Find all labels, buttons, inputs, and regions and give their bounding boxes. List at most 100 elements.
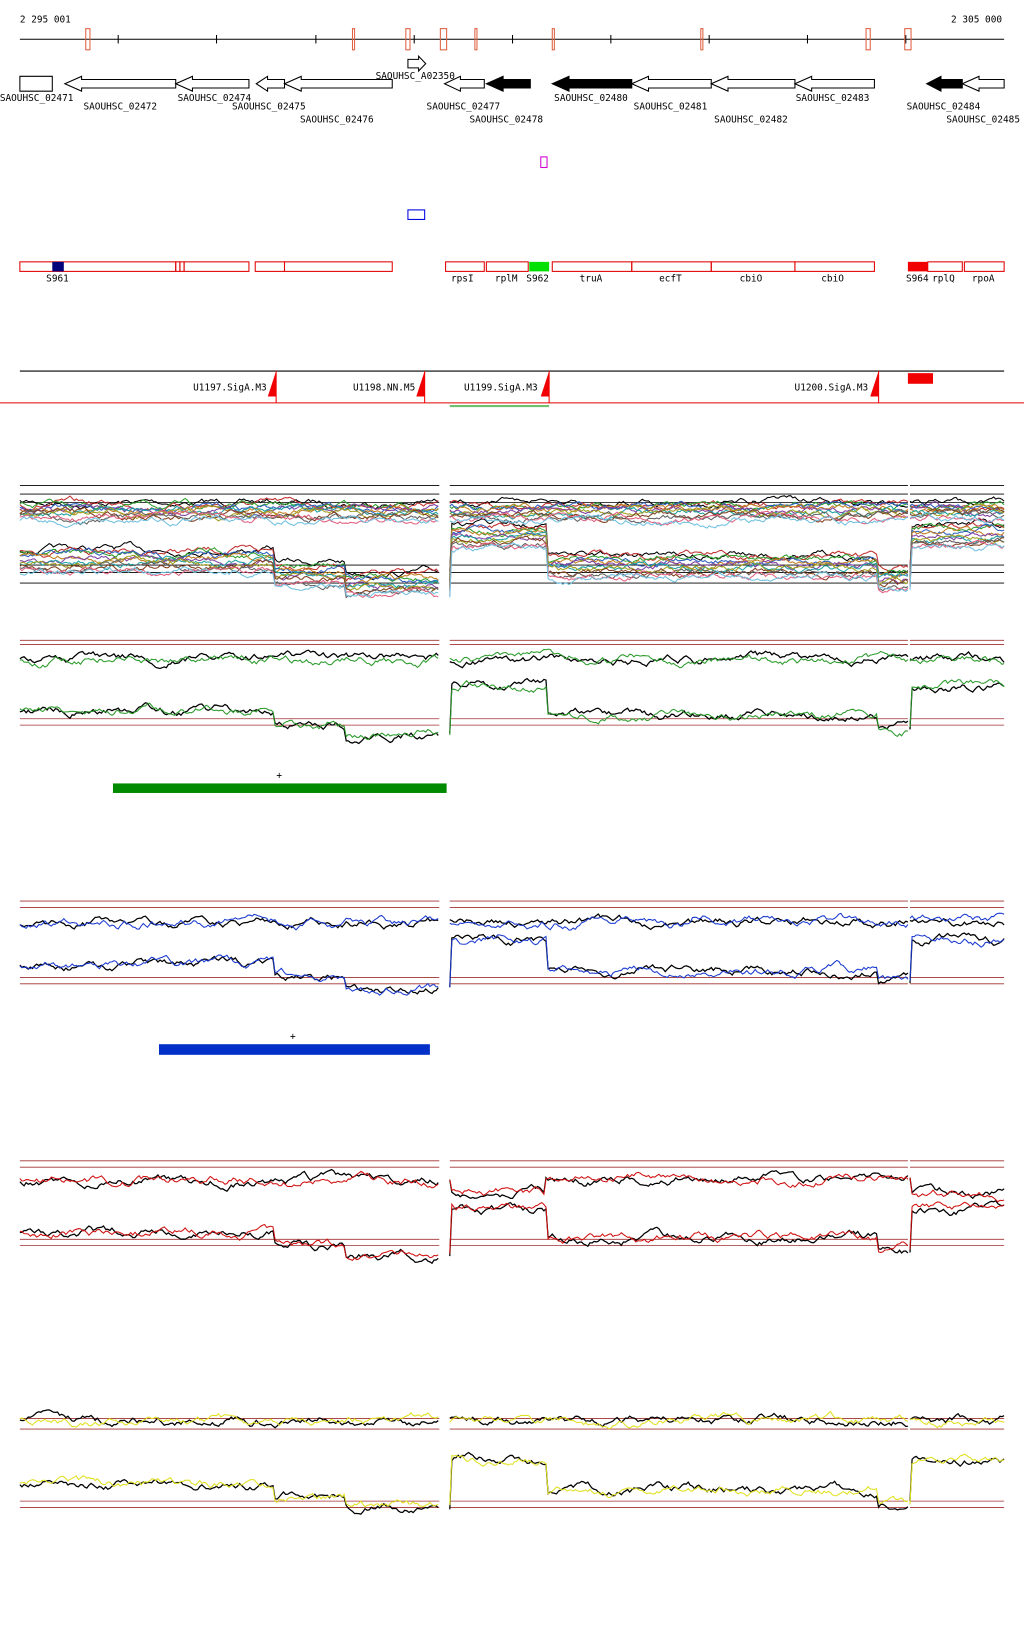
track-trace (909, 918, 1005, 928)
track-trace (19, 915, 439, 930)
track-trace (449, 530, 909, 586)
axis-start: 2 295 001 (20, 15, 71, 26)
axis-highlight (405, 28, 411, 51)
feature-label: rplQ (932, 273, 955, 284)
operon-label: U1198.NN.M5 (353, 382, 415, 393)
track-trace (909, 504, 1005, 514)
feature-box (485, 261, 529, 272)
gene-label: SAOUHSC_02483 (796, 93, 870, 104)
track-trace (449, 677, 909, 734)
track-trace (909, 537, 1005, 588)
feature-box (179, 261, 185, 272)
track-trace (19, 913, 439, 931)
track-trace (449, 1410, 909, 1430)
track-trace (449, 514, 909, 529)
operon-end (870, 371, 879, 397)
track-trace (449, 648, 909, 669)
feature-label: S962 (526, 273, 549, 284)
track-trace (19, 1479, 439, 1515)
feature-box (254, 261, 286, 272)
feature-box (551, 261, 633, 272)
operon-end (267, 371, 277, 397)
track-trace (19, 1409, 439, 1429)
gene-label: SAOUHSC_02471 (0, 93, 74, 104)
track-trace (909, 1455, 1005, 1502)
track-trace (19, 554, 439, 590)
region-marker: + (290, 1031, 296, 1042)
track-trace (909, 523, 1005, 573)
gene-label: SAOUHSC_02482 (714, 114, 788, 125)
feature-label: S964 (906, 273, 929, 284)
region-marker: + (276, 770, 282, 781)
track-trace (19, 552, 439, 588)
track-trace (19, 1412, 439, 1428)
track-trace (909, 537, 1005, 585)
track-trace (449, 650, 909, 669)
feature-box (183, 261, 250, 272)
feature-box (175, 261, 181, 272)
feature-box (283, 261, 393, 272)
gene-arrow (550, 75, 633, 92)
track-trace (909, 1453, 1005, 1505)
track-trace (909, 1416, 1005, 1429)
axis-highlight (474, 28, 478, 51)
axis-highlight (865, 28, 871, 51)
gene-arrow (485, 75, 531, 92)
track-trace (449, 1201, 909, 1257)
track-trace (449, 1412, 908, 1428)
feature-fill (52, 261, 64, 272)
track-trace (449, 542, 909, 598)
track-trace (19, 702, 439, 745)
gene-label: SAOUHSC_02476 (300, 114, 374, 125)
track-trace (909, 496, 1005, 506)
gene-label: SAOUHSC_02472 (83, 102, 157, 113)
track-trace (909, 1201, 1005, 1250)
track-trace (449, 680, 908, 738)
feature-fill (907, 261, 928, 272)
track-trace (19, 506, 439, 522)
track-trace (19, 555, 439, 589)
track-trace (19, 504, 439, 517)
track-trace (909, 521, 1005, 568)
feature-label: S961 (46, 273, 69, 284)
track-trace (19, 546, 439, 583)
axis-highlight (551, 28, 555, 51)
operon-end (540, 371, 550, 397)
gene-arrow (443, 75, 485, 92)
track-trace (449, 1169, 909, 1200)
gene-label: SAOUHSC_02475 (232, 102, 306, 113)
track-trace (449, 522, 909, 575)
gene-arrow (174, 75, 250, 92)
gene-label: SAOUHSC_02474 (178, 93, 252, 104)
feature-box (927, 261, 963, 272)
track-trace (909, 1199, 1005, 1253)
gene-arrow (63, 75, 177, 92)
gene-label: SAOUHSC_02484 (907, 102, 981, 113)
track-trace (909, 934, 1005, 981)
track-trace (909, 1412, 1005, 1425)
feature-box (631, 261, 712, 272)
gene-arrow (793, 75, 875, 92)
feature-label: ecfT (659, 273, 682, 284)
track-trace (909, 912, 1005, 922)
feature-box (445, 261, 485, 272)
feature-label: cbiO (740, 273, 763, 284)
gene-arrow (19, 75, 53, 92)
region-bar (158, 1044, 430, 1055)
feature-label: rplM (495, 273, 518, 284)
axis-highlight (439, 28, 448, 51)
feature-label: rpsI (451, 273, 474, 284)
gene-label: SAOUHSC_02480 (554, 93, 628, 104)
gene-arrow (630, 75, 712, 92)
feature-box (794, 261, 875, 272)
operon-label: U1197.SigA.M3 (193, 382, 267, 393)
track-trace (909, 507, 1005, 519)
gene-arrow (960, 75, 1005, 92)
track-trace (909, 655, 1005, 666)
region-bar (112, 783, 447, 793)
marker-box (540, 156, 548, 169)
track-trace (19, 514, 439, 528)
track-trace (909, 542, 1005, 590)
operon-end (416, 371, 425, 397)
track-trace (19, 1225, 439, 1265)
